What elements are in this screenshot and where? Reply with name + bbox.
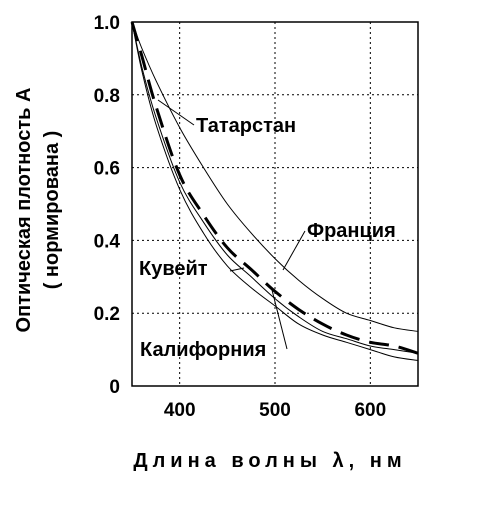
grid-lines [132, 22, 418, 386]
annotation-leader [271, 289, 288, 350]
annotations: Татарстан Франция Кувейт Калифорния [139, 99, 396, 361]
series-label: Кувейт [139, 258, 208, 280]
y-tick-label: 0.2 [94, 304, 120, 325]
x-tick-label: 500 [259, 400, 291, 421]
y-tick-label: 0.6 [94, 159, 120, 180]
series-line-0 [131, 21, 419, 332]
y-tick-label: 1.0 [94, 13, 120, 34]
annotation-leader [157, 99, 195, 126]
tick-labels: 400 500 600 0 0.2 0.4 0.6 0.8 1.0 [94, 13, 387, 421]
x-tick-label: 600 [354, 400, 386, 421]
y-tick-label: 0 [109, 377, 120, 398]
x-axis-title: Длина волны λ, нм [133, 450, 406, 472]
series-layer [130, 21, 419, 361]
y-axis-subtitle: ( нормирована ) [41, 131, 63, 290]
series-label: Татарстан [196, 115, 296, 137]
series-line-3 [131, 21, 419, 361]
series-line-1 [130, 21, 419, 355]
x-tick-label: 400 [164, 400, 196, 421]
series-label: Калифорния [140, 339, 266, 361]
annotation-leader [282, 230, 306, 271]
annotation-leader [229, 267, 245, 272]
series-label: Франция [307, 220, 396, 242]
series-line-2 [131, 21, 419, 354]
y-tick-label: 0.8 [94, 86, 120, 107]
plot-frame [131, 21, 419, 387]
y-axis-title: Оптическая плотность A [13, 88, 35, 333]
y-tick-label: 0.4 [94, 231, 121, 252]
